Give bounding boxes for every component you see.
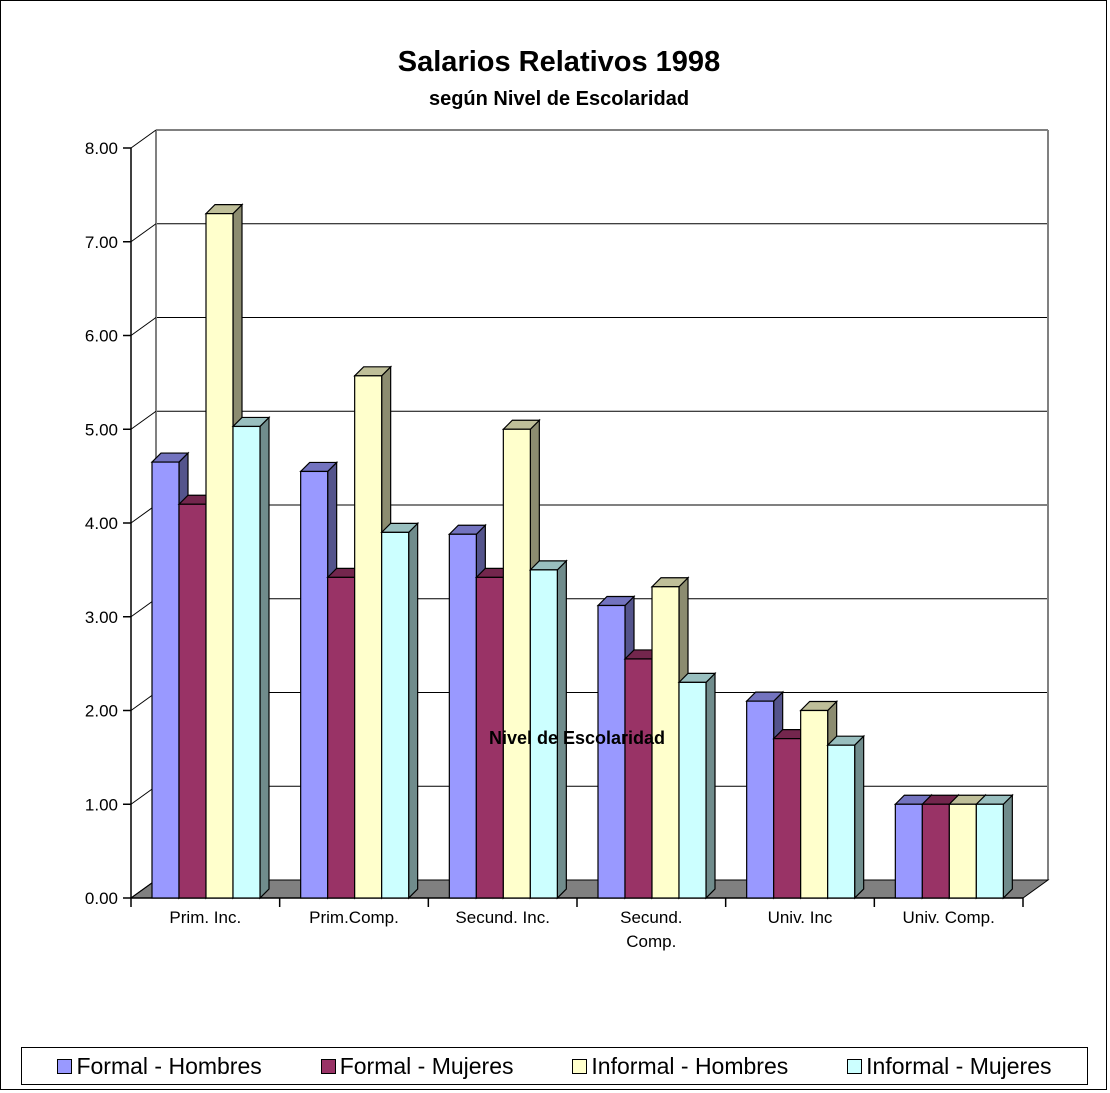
chart-plot: Salarios Relativos 1998 según Nivel de E… (85, 46, 1050, 951)
bar (624, 658, 653, 899)
bar (894, 803, 923, 899)
chart-subtitle: según Nivel de Escolaridad (429, 88, 689, 110)
bar (921, 803, 950, 899)
x-tick-label: Secund. Inc. (455, 908, 550, 927)
bar (151, 461, 180, 899)
x-axis-label: Nivel de Escolaridad (489, 728, 665, 748)
y-tick-depth (130, 129, 157, 149)
bar (327, 576, 356, 899)
legend-label: Formal - Hombres (76, 1052, 262, 1079)
y-tick-depth (130, 317, 157, 336)
legend-swatch (57, 1058, 73, 1074)
bar (354, 375, 383, 899)
bar (475, 576, 504, 899)
bar (502, 428, 531, 899)
y-tick-label: 3.00 (85, 608, 118, 627)
bar (773, 738, 802, 899)
bar (300, 470, 329, 899)
y-tick-label: 8.00 (85, 139, 118, 158)
legend-item: Formal - Mujeres (320, 1052, 514, 1080)
y-tick-label: 4.00 (85, 514, 118, 533)
x-tick-label: Secund. (620, 908, 682, 927)
y-tick-label: 1.00 (85, 795, 118, 814)
y-tick-label: 6.00 (85, 327, 118, 346)
bar-side (854, 734, 865, 900)
bar (975, 803, 1004, 899)
y-tick-label: 0.00 (85, 889, 118, 908)
x-tick-label: Univ. Comp. (903, 908, 995, 927)
bar-side (1002, 793, 1013, 900)
y-tick-label: 5.00 (85, 420, 118, 439)
bar (205, 213, 234, 899)
bar-side (408, 521, 419, 900)
legend-item: Informal - Mujeres (847, 1052, 1052, 1080)
bar (448, 533, 477, 899)
x-tick-label: Comp. (626, 932, 676, 951)
bar (529, 569, 558, 899)
legend-swatch (847, 1058, 863, 1074)
bar (597, 604, 626, 899)
legend-swatch (320, 1058, 336, 1074)
x-tick-label: Univ. Inc (768, 908, 833, 927)
bar-side (705, 671, 716, 900)
bar (178, 503, 207, 899)
y-tick-label: 7.00 (85, 233, 118, 252)
bar (381, 531, 410, 899)
y-tick-depth (130, 223, 157, 243)
bar (232, 425, 261, 899)
bar (678, 681, 707, 899)
bar (827, 744, 856, 899)
legend-label: Informal - Mujeres (866, 1052, 1052, 1079)
legend-item: Formal - Hombres (57, 1052, 262, 1080)
bar (948, 803, 977, 899)
chart-title: Salarios Relativos 1998 (398, 46, 720, 78)
legend-swatch (572, 1058, 588, 1074)
y-tick-label: 2.00 (85, 702, 118, 721)
bar-side (259, 415, 270, 900)
legend-label: Informal - Hombres (591, 1052, 789, 1079)
x-tick-label: Prim. Inc. (169, 908, 241, 927)
bar (651, 586, 680, 899)
bar (746, 700, 775, 899)
y-tick-depth (130, 410, 157, 430)
legend-label: Formal - Mujeres (339, 1052, 514, 1079)
x-tick-label: Prim.Comp. (309, 908, 399, 927)
chart-legend: Formal - Hombres Formal - Mujeres Informal… (21, 1047, 1088, 1085)
legend-item: Informal - Hombres (572, 1053, 788, 1080)
bar (800, 709, 829, 899)
